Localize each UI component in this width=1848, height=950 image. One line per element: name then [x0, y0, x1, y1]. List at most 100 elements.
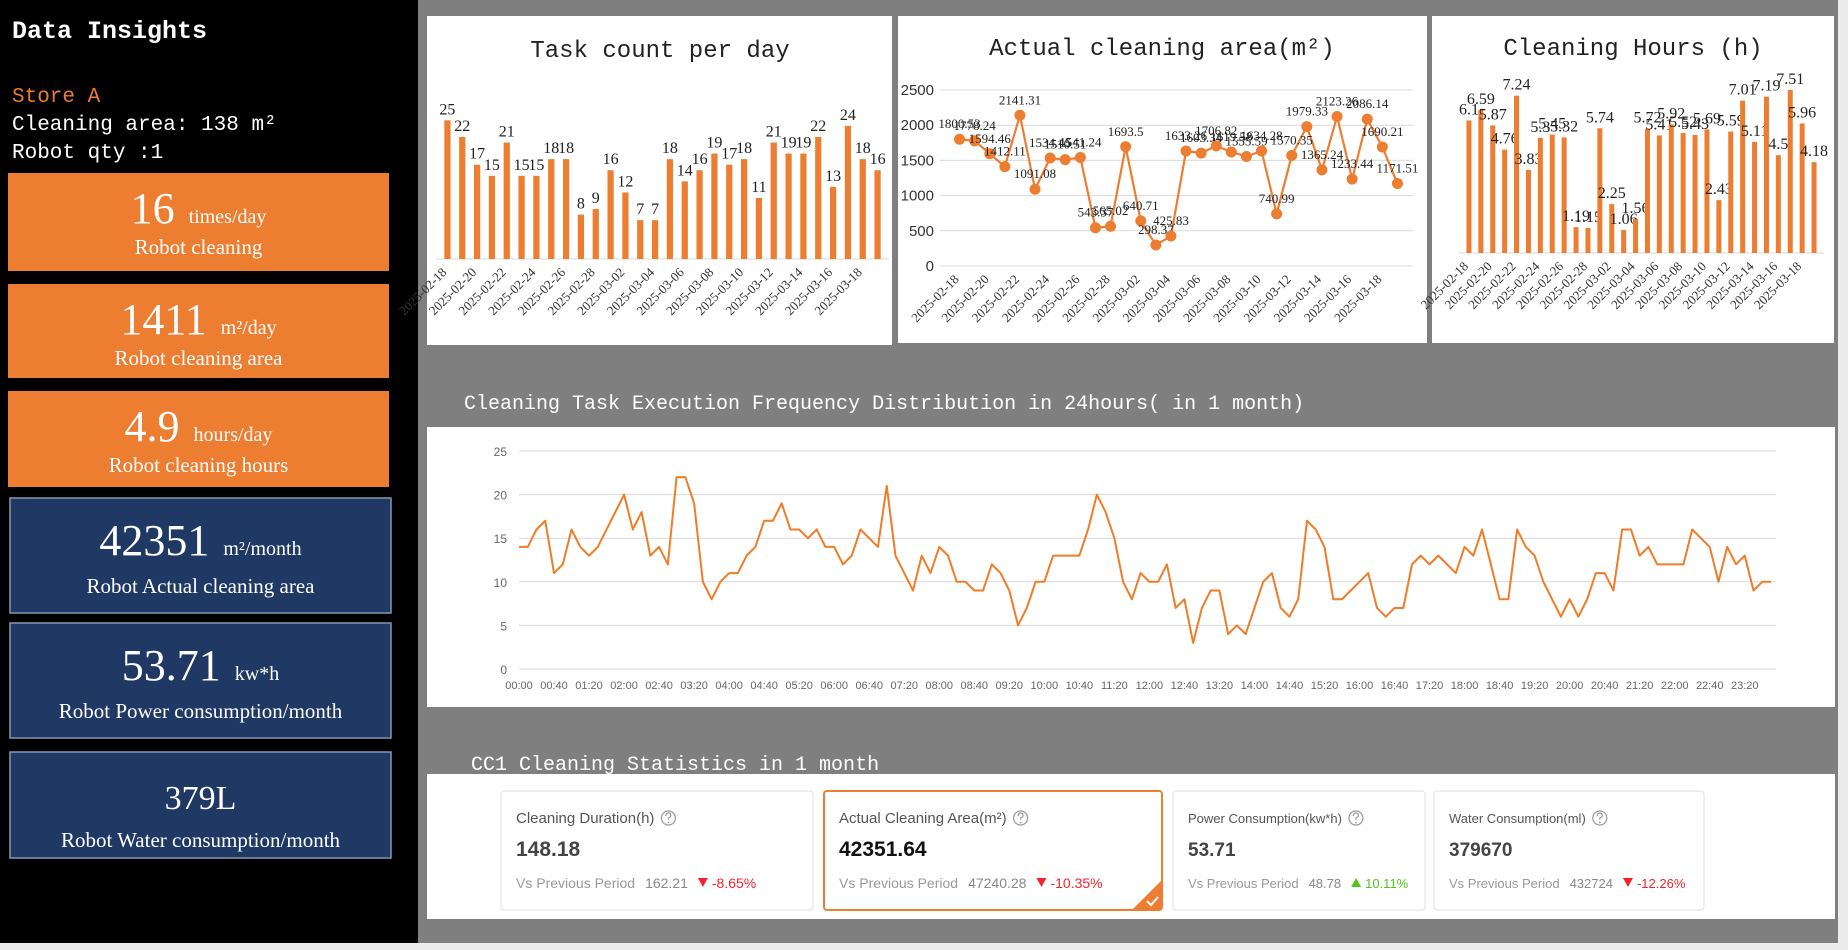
stats-title: CC1 Cleaning Statistics in 1 month	[471, 754, 879, 777]
data-label: 16	[692, 151, 708, 168]
marker	[1014, 109, 1026, 121]
marker	[1316, 164, 1328, 176]
metric-value: 53.71	[122, 641, 221, 690]
marker	[954, 133, 966, 145]
stat-previous: 432724	[1570, 876, 1613, 891]
x-tick-label: 05:20	[785, 680, 813, 692]
data-label: 17	[721, 146, 737, 163]
bar	[844, 125, 852, 260]
x-tick-label: 11:20	[1101, 680, 1128, 692]
bar	[1585, 228, 1591, 253]
up-arrow	[1351, 878, 1362, 887]
x-tick-label: 10:40	[1066, 680, 1094, 692]
metric-box	[9, 497, 392, 614]
metric-unit: m²/day	[221, 317, 277, 339]
data-label: 8	[577, 196, 585, 213]
chart-panel	[427, 427, 1835, 707]
metric-value: 42351	[99, 516, 209, 565]
bar	[473, 164, 481, 259]
data-label: 16	[870, 151, 886, 168]
marker	[1029, 183, 1041, 195]
marker	[1256, 145, 1268, 157]
data-label: 1541.24	[1059, 134, 1102, 149]
data-label: 740.99	[1259, 191, 1295, 206]
data-label: 5.3	[1530, 119, 1550, 136]
marker	[1195, 147, 1207, 159]
y-tick-label: 1000	[901, 188, 934, 205]
bar	[726, 164, 733, 259]
bar	[1668, 124, 1674, 254]
data-label: 13	[825, 168, 841, 185]
bar	[1740, 100, 1746, 253]
data-label: 1979.33	[1286, 104, 1328, 119]
y-tick-label: 15	[494, 532, 508, 546]
help-icon	[1592, 810, 1608, 826]
chart-title: Actual cleaning area(m²)	[989, 36, 1335, 63]
data-label: 1365.24	[1301, 147, 1344, 162]
data-label: 21	[499, 124, 515, 141]
data-label: 1.56	[1622, 200, 1650, 217]
data-label: 2086.14	[1346, 96, 1389, 111]
data-label: 6.59	[1467, 91, 1495, 108]
data-label: 19	[781, 135, 797, 152]
y-tick-label: 10	[494, 576, 508, 590]
stat-previous: 162.21	[645, 875, 688, 891]
stat-compare: Vs Previous Period	[1449, 876, 1560, 891]
bar	[1466, 120, 1472, 253]
bar	[1478, 109, 1484, 253]
marker	[1210, 140, 1222, 152]
bar	[711, 153, 718, 259]
store-name: Store A	[12, 86, 101, 109]
x-tick-label: 12:00	[1136, 680, 1164, 692]
x-tick-label: 13:20	[1206, 680, 1234, 692]
bar	[800, 153, 807, 259]
bar	[488, 175, 496, 259]
bar	[874, 170, 881, 259]
data-label: 1510.51	[1044, 137, 1086, 152]
x-tick-label: 08:00	[925, 680, 953, 692]
data-label: 1634.28	[1240, 128, 1282, 143]
marker	[1361, 113, 1373, 125]
stat-change: 10.11%	[1365, 876, 1409, 891]
selected-check	[1146, 896, 1159, 907]
data-label: 1233.44	[1331, 156, 1374, 171]
bar	[1787, 89, 1793, 253]
bar	[444, 120, 451, 259]
metric-value: 1411	[120, 295, 206, 344]
data-label: 7.19	[1752, 78, 1780, 95]
bar	[1680, 133, 1686, 253]
data-label: 5.43	[1681, 116, 1709, 133]
help-icon	[1348, 810, 1364, 826]
bar	[577, 214, 585, 259]
marker	[1376, 141, 1388, 153]
bar	[681, 181, 688, 259]
data-label: 565.02	[1093, 203, 1129, 218]
chart-title: Cleaning Task Execution Frequency Distri…	[464, 393, 1304, 416]
data-label: 18	[662, 140, 678, 157]
data-label: 1693.5	[1108, 124, 1144, 139]
data-label: 2123.26	[1316, 94, 1359, 109]
y-tick-label: 2500	[901, 82, 934, 99]
data-label: 7.24	[1503, 77, 1531, 94]
bar	[518, 175, 525, 259]
x-tick-label: 14:00	[1241, 680, 1269, 692]
x-tick-label: 19:20	[1521, 680, 1549, 692]
data-label: 3.83	[1514, 151, 1542, 168]
down-arrow	[1036, 878, 1047, 887]
bar	[1525, 169, 1531, 253]
metric-value-line: 42351 m²/month	[99, 516, 301, 565]
x-tick-label: 16:40	[1381, 680, 1409, 692]
bar	[1716, 200, 1722, 253]
data-label: 1800.53	[938, 116, 980, 131]
data-label: 21	[766, 124, 782, 141]
bar	[562, 159, 570, 259]
data-label: 5.45	[1538, 116, 1566, 133]
data-label: 18	[736, 140, 752, 157]
bar	[755, 197, 763, 259]
bar	[666, 159, 674, 259]
data-label: 7.01	[1729, 82, 1757, 99]
marker	[1074, 151, 1086, 163]
metric-box	[9, 622, 392, 739]
data-label: 1.19	[1562, 208, 1590, 225]
data-label: 1778.24	[954, 118, 997, 133]
